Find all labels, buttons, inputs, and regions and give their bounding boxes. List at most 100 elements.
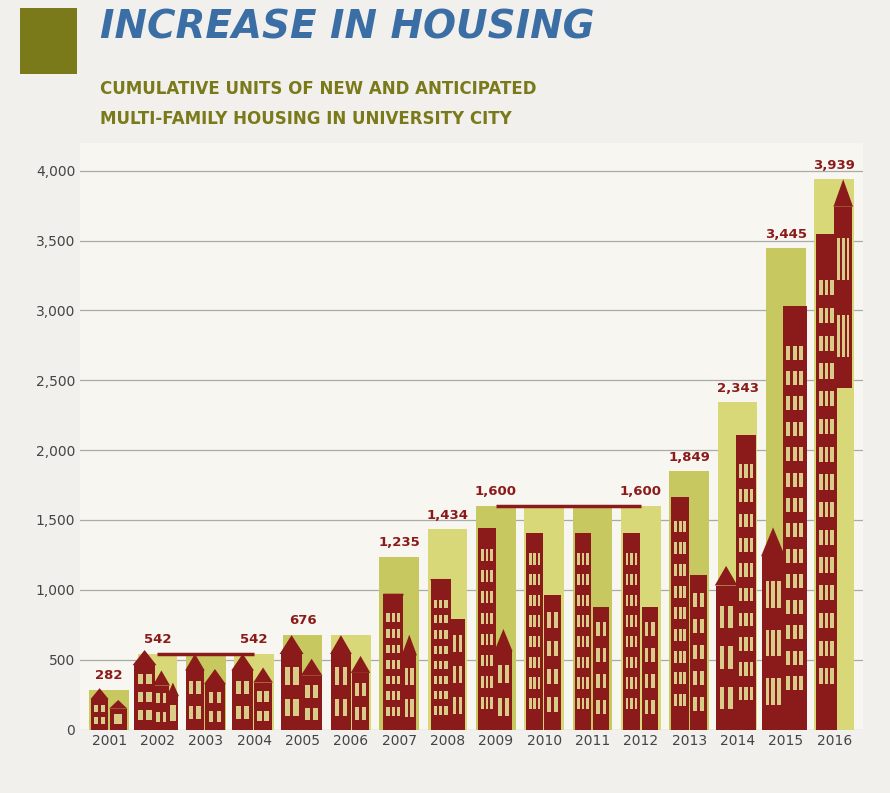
Bar (787, 498, 790, 512)
Polygon shape (204, 669, 226, 684)
Bar (842, 239, 845, 281)
Bar (825, 585, 828, 600)
Bar (392, 613, 395, 622)
Bar (547, 668, 551, 684)
Bar (529, 698, 531, 709)
Bar (787, 625, 790, 639)
Bar (498, 665, 502, 683)
Bar (578, 595, 580, 606)
Bar (630, 554, 633, 565)
Bar (825, 557, 828, 573)
Bar (234, 654, 274, 730)
Bar (787, 549, 790, 563)
Polygon shape (301, 659, 322, 676)
Bar (397, 676, 400, 684)
Bar (825, 335, 828, 351)
Bar (490, 697, 493, 709)
Bar (280, 654, 303, 730)
Bar (700, 593, 704, 607)
Polygon shape (401, 634, 417, 655)
Bar (819, 363, 822, 378)
Bar (343, 699, 347, 716)
Bar (799, 346, 803, 359)
Bar (305, 707, 310, 720)
Bar (728, 646, 732, 668)
Bar (679, 694, 682, 706)
Text: 3,445: 3,445 (765, 228, 807, 240)
Bar (146, 674, 151, 684)
Bar (596, 699, 600, 714)
Bar (799, 650, 803, 665)
Bar (439, 661, 442, 669)
Bar (693, 645, 697, 659)
Text: 1,434: 1,434 (426, 508, 468, 522)
Bar (486, 570, 489, 582)
Bar (587, 657, 589, 668)
Bar (626, 615, 628, 626)
Bar (386, 661, 390, 668)
Bar (538, 657, 540, 668)
Bar (799, 422, 803, 436)
Bar (264, 691, 269, 702)
Bar (554, 668, 558, 684)
Bar (679, 607, 682, 619)
Bar (397, 691, 400, 700)
Bar (486, 697, 489, 709)
Text: 542: 542 (143, 633, 171, 646)
Bar (626, 574, 628, 585)
Bar (405, 699, 409, 717)
Bar (481, 676, 483, 688)
Bar (819, 391, 822, 406)
Bar (830, 335, 834, 351)
Bar (434, 630, 437, 638)
Bar (793, 625, 797, 639)
Text: 1,235: 1,235 (378, 536, 420, 550)
Bar (587, 554, 589, 565)
Bar (529, 657, 531, 668)
Polygon shape (133, 650, 157, 665)
Bar (405, 668, 409, 685)
Bar (635, 636, 637, 647)
Polygon shape (254, 668, 273, 683)
Bar (481, 612, 483, 624)
Bar (744, 464, 748, 477)
Bar (476, 506, 515, 730)
Bar (533, 595, 536, 606)
Bar (819, 419, 822, 434)
Bar (674, 629, 677, 641)
Bar (439, 646, 442, 654)
Bar (846, 315, 849, 357)
Bar (587, 615, 589, 626)
Bar (444, 707, 448, 714)
Bar (651, 674, 655, 688)
Bar (716, 585, 736, 730)
Bar (799, 498, 803, 512)
Bar (587, 574, 589, 585)
Bar (236, 681, 241, 695)
Bar (728, 606, 732, 628)
Bar (793, 396, 797, 411)
Bar (578, 657, 580, 668)
Bar (439, 630, 442, 638)
Bar (765, 678, 769, 705)
Text: INCREASE IN HOUSING: INCREASE IN HOUSING (100, 9, 595, 47)
Bar (674, 651, 677, 663)
Bar (486, 676, 489, 688)
Polygon shape (330, 635, 352, 654)
Bar (679, 520, 682, 532)
Bar (453, 697, 457, 714)
Bar (208, 692, 214, 703)
Bar (830, 668, 834, 684)
Bar (481, 570, 483, 582)
Bar (819, 613, 822, 628)
Bar (684, 651, 686, 663)
Bar (197, 706, 200, 719)
Bar (674, 520, 677, 532)
Bar (538, 615, 540, 626)
Bar (397, 645, 400, 653)
Bar (749, 488, 753, 503)
Bar (799, 396, 803, 411)
Bar (109, 709, 126, 730)
Bar (679, 586, 682, 598)
Bar (486, 592, 489, 603)
